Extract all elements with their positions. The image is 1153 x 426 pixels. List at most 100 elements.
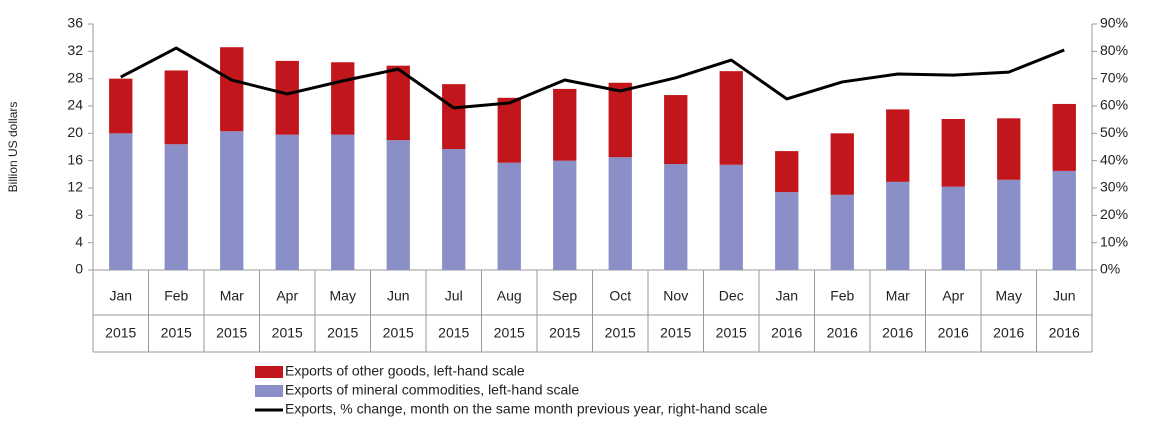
bar [386, 140, 410, 270]
bar [331, 62, 355, 135]
y-tick-label: 24 [67, 97, 83, 113]
bar [109, 78, 133, 134]
x-year-label: 2015 [494, 325, 525, 341]
bar [553, 160, 577, 270]
bar [941, 186, 965, 270]
bar [442, 149, 466, 270]
x-year-label: 2016 [1049, 325, 1080, 341]
legend-swatch [255, 385, 283, 397]
legend-label: Exports of other goods, left-hand scale [285, 363, 525, 379]
x-year-label: 2015 [383, 325, 414, 341]
x-year-label: 2015 [272, 325, 303, 341]
x-tick-label: Feb [830, 288, 854, 304]
bar [220, 47, 244, 132]
bar [275, 134, 299, 270]
legend-label: Exports, % change, month on the same mon… [285, 401, 768, 417]
y-tick-label: 8 [75, 206, 83, 222]
y2-tick-label: 80% [1100, 42, 1128, 58]
bar [608, 82, 632, 158]
y-tick-label: 28 [67, 69, 83, 85]
bar [164, 70, 188, 145]
x-year-label: 2015 [327, 325, 358, 341]
bar [775, 192, 799, 270]
bar [164, 144, 188, 270]
x-tick-label: Sep [552, 288, 577, 304]
bar [830, 133, 854, 195]
legend-swatch [255, 366, 283, 378]
bar [1052, 170, 1076, 270]
x-year-label: 2015 [105, 325, 136, 341]
bar [941, 118, 965, 187]
bar [220, 131, 244, 270]
y2-tick-label: 20% [1100, 206, 1128, 222]
x-year-label: 2016 [882, 325, 913, 341]
bar [608, 157, 632, 270]
y-axis-label: Billion US dollars [6, 102, 20, 193]
line [120, 46, 1065, 110]
bar [886, 109, 910, 182]
x-tick-label: Mar [220, 288, 244, 304]
bar [886, 181, 910, 270]
bar [664, 95, 688, 165]
bar [664, 164, 688, 270]
y2-tick-label: 30% [1100, 179, 1128, 195]
x-year-label: 2015 [660, 325, 691, 341]
x-year-label: 2015 [438, 325, 469, 341]
x-year-label: 2016 [938, 325, 969, 341]
x-tick-label: Jun [1053, 288, 1076, 304]
x-tick-label: Jul [445, 288, 463, 304]
y-tick-label: 12 [67, 179, 83, 195]
x-tick-label: Nov [663, 288, 688, 304]
bar [331, 134, 355, 270]
x-year-label: 2015 [161, 325, 192, 341]
bar [775, 151, 799, 193]
legend-label: Exports of mineral commodities, left-han… [285, 382, 579, 398]
x-year-label: 2016 [993, 325, 1024, 341]
x-tick-label: Oct [609, 288, 631, 304]
bar [386, 65, 410, 141]
x-year-label: 2015 [549, 325, 580, 341]
y-tick-label: 20 [67, 124, 83, 140]
y2-tick-label: 10% [1100, 233, 1128, 249]
x-tick-label: Jan [775, 288, 798, 304]
x-tick-label: Mar [886, 288, 910, 304]
x-tick-label: May [996, 288, 1022, 304]
y-tick-label: 32 [67, 42, 83, 58]
y2-tick-label: 90% [1100, 15, 1128, 31]
bar [719, 164, 743, 270]
x-tick-label: Jan [109, 288, 132, 304]
bar [997, 179, 1021, 270]
y2-tick-label: 70% [1100, 69, 1128, 85]
x-year-label: 2016 [827, 325, 858, 341]
bar [497, 162, 521, 270]
y2-tick-label: 0% [1100, 261, 1120, 277]
bar [1052, 103, 1076, 171]
x-year-label: 2015 [216, 325, 247, 341]
x-tick-label: Jun [387, 288, 410, 304]
x-tick-label: Apr [276, 288, 298, 304]
x-year-label: 2016 [771, 325, 802, 341]
x-tick-label: Feb [164, 288, 188, 304]
bar [830, 194, 854, 270]
y-tick-label: 36 [67, 15, 83, 31]
x-tick-label: Apr [942, 288, 964, 304]
x-tick-label: Dec [719, 288, 744, 304]
y-tick-label: 0 [75, 261, 83, 277]
bar [553, 88, 577, 161]
bar [275, 60, 299, 135]
y2-tick-label: 40% [1100, 151, 1128, 167]
bar [497, 97, 521, 163]
bar [719, 71, 743, 165]
y2-tick-label: 60% [1100, 97, 1128, 113]
bar [442, 84, 466, 150]
x-year-label: 2015 [716, 325, 747, 341]
x-year-label: 2015 [605, 325, 636, 341]
y-tick-label: 16 [67, 151, 83, 167]
bar [997, 118, 1021, 180]
bar [109, 133, 133, 270]
x-tick-label: May [330, 288, 356, 304]
y-tick-label: 4 [75, 233, 83, 249]
x-tick-label: Aug [497, 288, 522, 304]
y2-tick-label: 50% [1100, 124, 1128, 140]
